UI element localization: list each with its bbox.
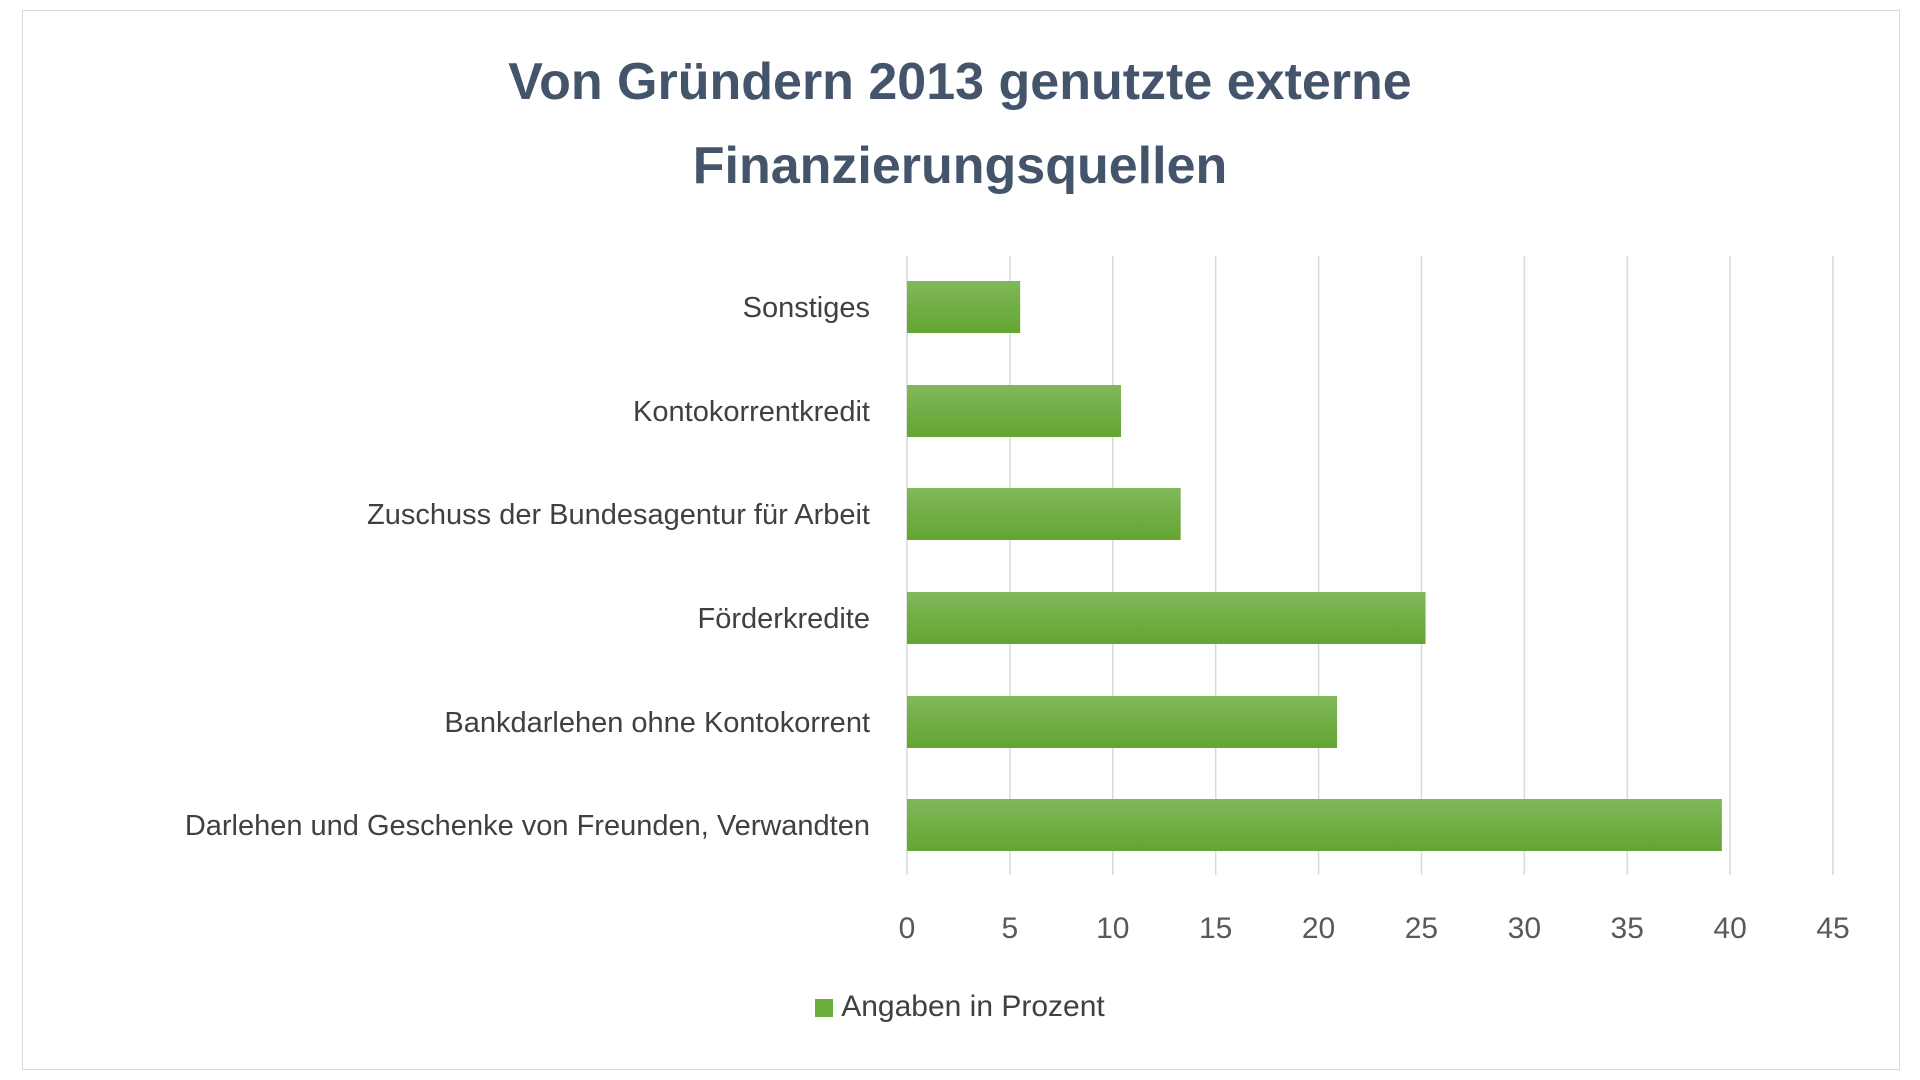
x-tick-label: 20 — [1302, 912, 1335, 945]
x-tick-label: 15 — [1199, 912, 1232, 945]
category-label: Kontokorrentkredit — [633, 396, 870, 428]
category-label: Zuschuss der Bundesagentur für Arbeit — [367, 499, 870, 531]
bar — [907, 799, 1722, 851]
x-tick-label: 5 — [1002, 912, 1019, 945]
bar — [907, 488, 1181, 540]
bar — [907, 281, 1021, 333]
legend-swatch — [815, 999, 834, 1018]
chart-frame — [22, 10, 1900, 1070]
legend-label: Angaben in Prozent — [841, 990, 1105, 1023]
x-tick-label: 25 — [1405, 912, 1438, 945]
category-label: Bankdarlehen ohne Kontokorrent — [444, 707, 870, 739]
x-tick-label: 35 — [1611, 912, 1644, 945]
x-tick-label: 10 — [1096, 912, 1129, 945]
category-label: Darlehen und Geschenke von Freunden, Ver… — [185, 810, 870, 842]
category-label: Förderkredite — [698, 603, 870, 635]
bar — [907, 592, 1426, 644]
bar — [907, 696, 1338, 748]
x-tick-label: 45 — [1816, 912, 1849, 945]
legend: Angaben in Prozent — [0, 990, 1920, 1024]
x-tick-label: 0 — [899, 912, 916, 945]
chart-title-line-2: Finanzierungsquellen — [692, 137, 1228, 195]
chart-title: Von Gründern 2013 genutzte externe Finan… — [0, 40, 1920, 208]
chart-title-line-1: Von Gründern 2013 genutzte externe — [508, 53, 1412, 111]
x-tick-label: 30 — [1508, 912, 1541, 945]
bar — [907, 385, 1122, 437]
x-tick-label: 40 — [1713, 912, 1746, 945]
category-label: Sonstiges — [743, 292, 870, 324]
